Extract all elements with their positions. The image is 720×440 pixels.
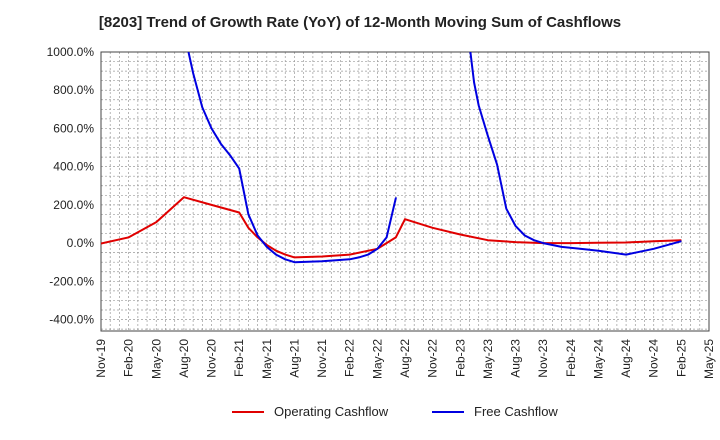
x-tick-label: Nov-22 (426, 339, 440, 378)
legend-item-operating: Operating Cashflow (232, 404, 388, 419)
x-tick-label: Aug-20 (177, 339, 191, 378)
y-tick-label: -200.0% (49, 274, 94, 288)
x-tick-label: Aug-23 (509, 339, 523, 378)
x-tick-label: Aug-24 (619, 339, 633, 378)
x-tick-label: Nov-23 (536, 339, 550, 378)
y-tick-label: 400.0% (53, 160, 94, 174)
chart-title: [8203] Trend of Growth Rate (YoY) of 12-… (98, 14, 622, 31)
legend-label-free: Free Cashflow (474, 404, 558, 419)
x-tick-label: May-24 (591, 339, 605, 379)
series-layer (101, 52, 682, 264)
x-tick-label: Feb-22 (343, 339, 357, 377)
legend: Operating Cashflow Free Cashflow (0, 404, 720, 426)
x-tick-label: Nov-20 (205, 339, 219, 378)
x-tick-label: May-21 (260, 339, 274, 379)
x-tick-label: Aug-21 (287, 339, 301, 378)
x-tick-label: Feb-23 (453, 339, 467, 377)
y-tick-label: 600.0% (53, 121, 94, 135)
x-tick-label: May-20 (149, 339, 163, 379)
x-tick-label: Nov-21 (315, 339, 329, 378)
series-line-free-cashflow-segment-2 (469, 52, 682, 256)
x-tick-label: Feb-21 (232, 339, 246, 377)
label-layer: 1000.0% 800.0% 600.0% 400.0% 200.0% 0.0% -200.… (47, 45, 716, 379)
x-tick-label: May-22 (370, 339, 384, 379)
legend-item-free: Free Cashflow (432, 404, 558, 419)
grid-layer (101, 51, 709, 331)
x-tick-label: Feb-24 (564, 339, 578, 377)
plot-border (100, 51, 710, 332)
x-tick-label: Aug-22 (398, 339, 412, 378)
x-tick-label: May-25 (702, 339, 716, 379)
x-tick-label: Nov-24 (647, 339, 661, 378)
series-line-operating-cashflow (101, 196, 682, 259)
y-tick-label: -400.0% (49, 313, 94, 327)
y-tick-label: 200.0% (53, 198, 94, 212)
legend-label-operating: Operating Cashflow (274, 404, 389, 419)
axis-layer (100, 51, 710, 332)
y-tick-label: 800.0% (53, 83, 94, 97)
x-tick-label: Feb-25 (674, 339, 688, 377)
x-tick-label: Nov-19 (94, 339, 108, 378)
series-line-free-cashflow (187, 52, 397, 264)
legend-swatch-operating (232, 410, 264, 413)
x-tick-label: Feb-20 (122, 339, 136, 377)
x-tick-label: May-23 (481, 339, 495, 379)
legend-swatch-free (432, 410, 464, 413)
y-tick-label: 1000.0% (47, 45, 95, 59)
y-tick-label: 0.0% (67, 236, 95, 250)
